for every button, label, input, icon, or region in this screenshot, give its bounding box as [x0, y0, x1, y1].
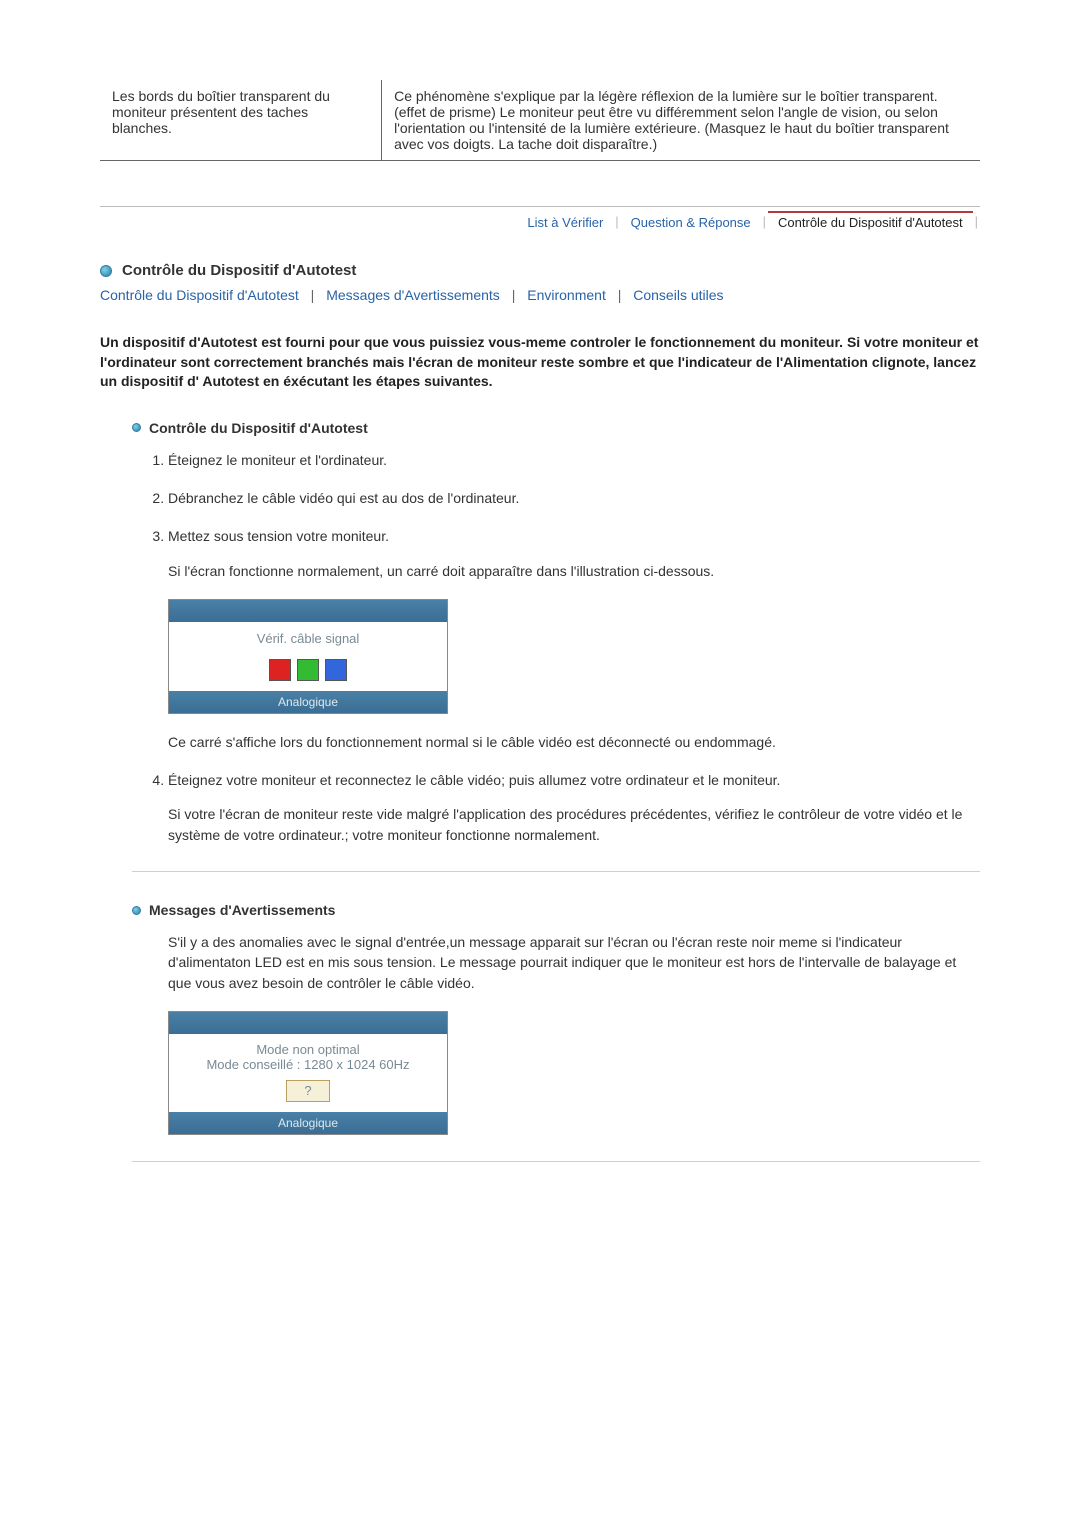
tab-sep: |: [973, 214, 980, 229]
color-square-green: [297, 659, 319, 681]
step-4-note: Si votre l'écran de moniteur reste vide …: [168, 804, 980, 845]
tab-sep: |: [613, 214, 620, 229]
autotest-steps: Éteignez le moniteur et l'ordinateur. Dé…: [144, 450, 980, 845]
osd-footer: Analogique: [169, 691, 447, 713]
anchor-tips[interactable]: Conseils utiles: [633, 287, 723, 303]
anchor-sep: |: [303, 287, 323, 303]
anchor-sep: |: [610, 287, 630, 303]
step-3-note: Si l'écran fonctionne normalement, un ca…: [168, 561, 980, 581]
section-title-warnings: Messages d'Avertissements: [149, 902, 335, 918]
page-title: Contrôle du Dispositif d'Autotest: [122, 262, 356, 279]
bullet-icon: [132, 423, 141, 432]
anchor-autotest[interactable]: Contrôle du Dispositif d'Autotest: [100, 287, 299, 303]
color-square-red: [269, 659, 291, 681]
section-title-autotest: Contrôle du Dispositif d'Autotest: [149, 420, 368, 436]
warnings-paragraph: S'il y a des anomalies avec le signal d'…: [168, 932, 980, 993]
tab-list[interactable]: List à Vérifier: [517, 211, 613, 232]
step-3-text: Mettez sous tension votre moniteur.: [168, 528, 389, 544]
osd-line-signal: Vérif. câble signal: [173, 630, 443, 649]
color-square-blue: [325, 659, 347, 681]
tab-bar: List à Vérifier | Question & Réponse | C…: [100, 206, 980, 232]
anchor-warnings[interactable]: Messages d'Avertissements: [326, 287, 500, 303]
step-3: Mettez sous tension votre moniteur. Si l…: [168, 526, 980, 752]
osd-line-mode2: Mode conseillé : 1280 x 1024 60Hz: [173, 1057, 443, 1072]
step-2: Débranchez le câble vidéo qui est au dos…: [168, 488, 980, 508]
tab-sep: |: [761, 214, 768, 229]
anchor-environment[interactable]: Environment: [527, 287, 606, 303]
rgb-squares: [173, 659, 443, 681]
step-4: Éteignez votre moniteur et reconnectez l…: [168, 770, 980, 845]
step-1: Éteignez le moniteur et l'ordinateur.: [168, 450, 980, 470]
section-divider: [132, 1161, 980, 1162]
section-divider: [132, 871, 980, 872]
top-issue-table: Les bords du boîtier transparent du moni…: [100, 80, 980, 161]
tab-divider: [100, 206, 980, 207]
anchor-links: Contrôle du Dispositif d'Autotest | Mess…: [100, 287, 980, 303]
osd-illustration-signal: Vérif. câble signal Analogique: [168, 599, 448, 714]
step-4-text: Éteignez votre moniteur et reconnectez l…: [168, 772, 780, 788]
issue-symptom: Les bords du boîtier transparent du moni…: [100, 80, 382, 161]
tab-autotest[interactable]: Contrôle du Dispositif d'Autotest: [768, 211, 973, 232]
tab-qa[interactable]: Question & Réponse: [621, 211, 761, 232]
intro-paragraph: Un dispositif d'Autotest est fourni pour…: [100, 333, 980, 392]
osd-footer: Analogique: [169, 1112, 447, 1134]
osd-line-mode1: Mode non optimal: [173, 1042, 443, 1057]
step-3-after: Ce carré s'affiche lors du fonctionnemen…: [168, 732, 980, 752]
bullet-icon: [132, 906, 141, 915]
osd-bar-top: [169, 600, 447, 622]
osd-question-box: ?: [286, 1080, 330, 1102]
osd-illustration-mode: Mode non optimal Mode conseillé : 1280 x…: [168, 1011, 448, 1135]
bullet-icon: [100, 265, 112, 277]
osd-bar-top: [169, 1012, 447, 1034]
issue-explain: Ce phénomène s'explique par la légère ré…: [382, 80, 980, 161]
anchor-sep: |: [504, 287, 524, 303]
